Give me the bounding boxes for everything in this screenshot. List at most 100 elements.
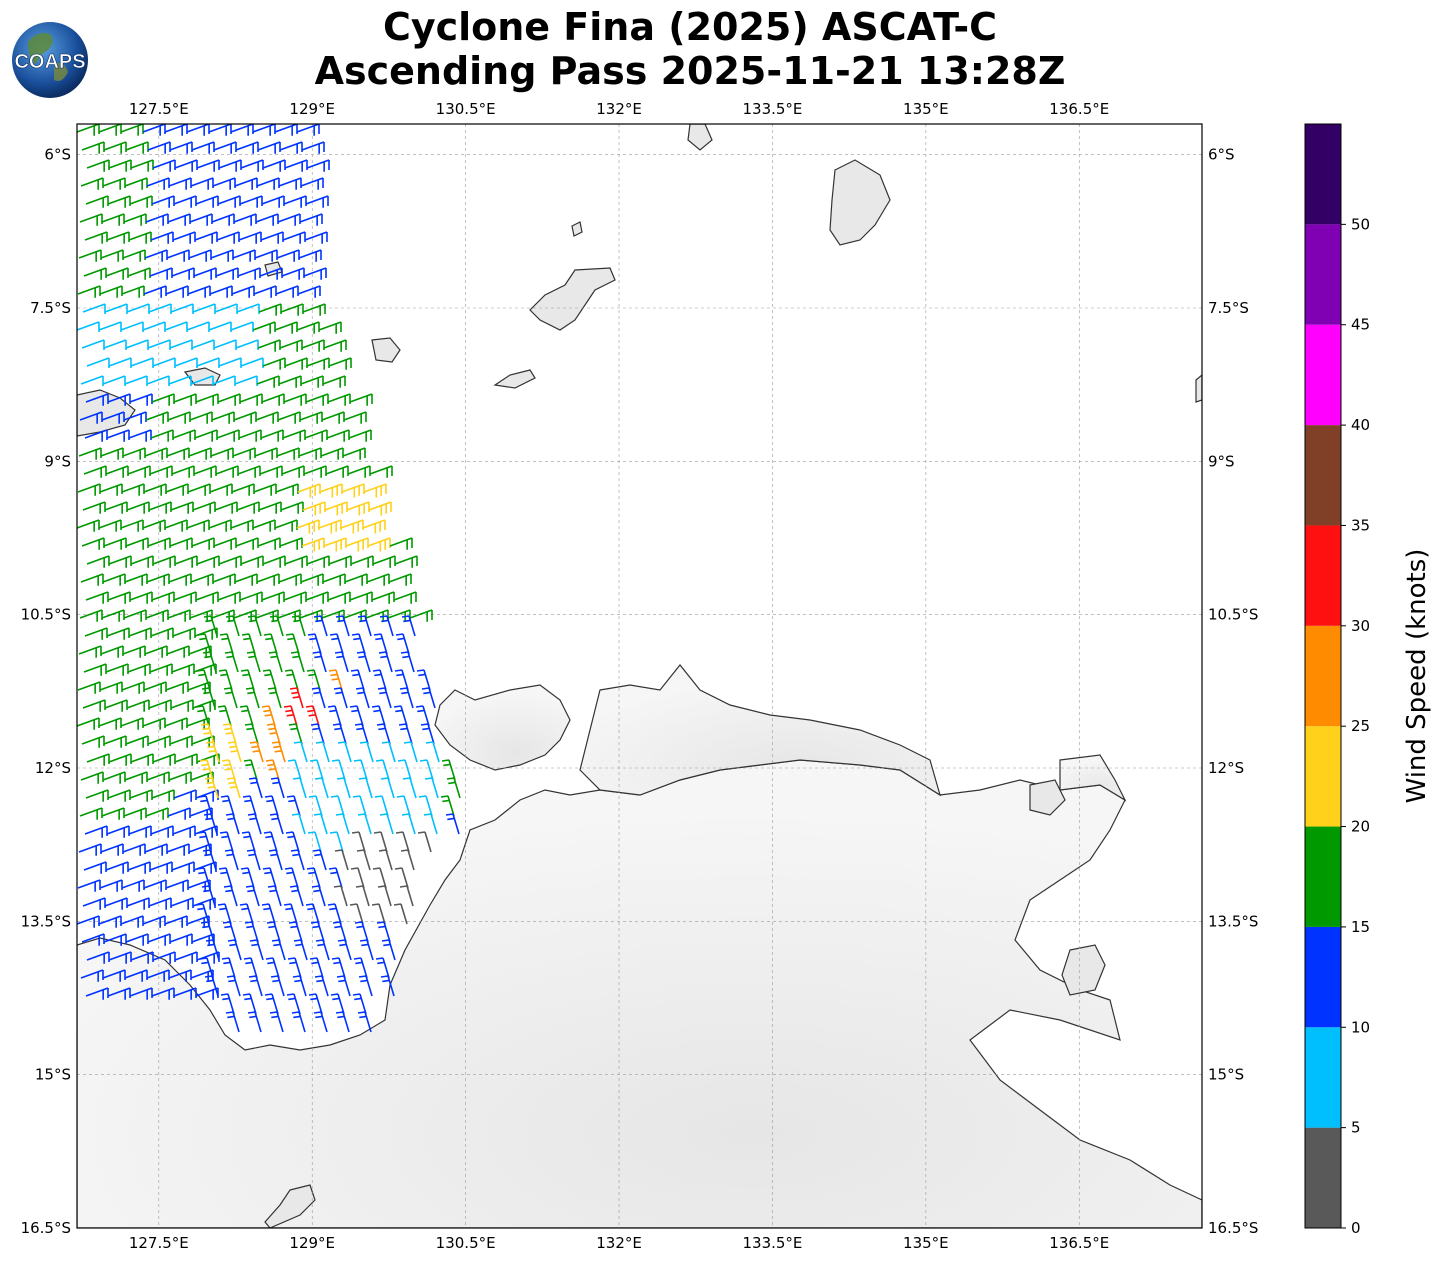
lat-tick-label: 6°S bbox=[44, 146, 71, 164]
wind-barb bbox=[100, 645, 124, 658]
wind-barb bbox=[123, 213, 147, 226]
yamdena-island bbox=[529, 267, 616, 331]
wind-barb bbox=[173, 195, 197, 208]
wind-barb bbox=[234, 375, 258, 386]
wind-barb bbox=[130, 555, 154, 568]
wind-barb bbox=[256, 375, 280, 388]
wind-barb bbox=[78, 645, 102, 658]
wind-barb bbox=[252, 519, 276, 532]
wind-barb bbox=[191, 339, 215, 350]
wind-barb bbox=[226, 975, 241, 997]
wind-barb bbox=[296, 124, 320, 136]
wind-barb bbox=[375, 957, 390, 979]
wind-barb bbox=[261, 393, 285, 406]
wind-barb bbox=[279, 537, 303, 550]
wind-barb bbox=[237, 267, 261, 280]
wind-barb bbox=[282, 231, 306, 244]
wind-barb bbox=[284, 867, 299, 889]
lon-labels-bottom: 127.5°E 129°E 130.5°E 132°E 133.5°E 135°E 136.… bbox=[129, 1234, 1109, 1252]
wind-barb bbox=[332, 921, 347, 943]
wind-barb bbox=[104, 897, 128, 910]
islet bbox=[1061, 944, 1106, 996]
wind-barb bbox=[108, 357, 132, 368]
wind-barb bbox=[104, 699, 128, 712]
wind-barb bbox=[151, 789, 175, 802]
wind-barb bbox=[83, 267, 107, 280]
wind-barb bbox=[400, 849, 415, 871]
wind-barb bbox=[171, 861, 195, 874]
wind-barb bbox=[366, 573, 390, 586]
wind-barb bbox=[150, 825, 174, 838]
wind-barb bbox=[172, 825, 196, 838]
wind-barb bbox=[212, 177, 236, 190]
wind-barb bbox=[215, 267, 239, 280]
wind-barb bbox=[441, 759, 456, 781]
wind-barb bbox=[369, 465, 393, 478]
wind-barb bbox=[349, 705, 364, 727]
wind-barb bbox=[327, 705, 342, 727]
wind-barb bbox=[171, 465, 195, 478]
wind-barb bbox=[388, 573, 412, 586]
wind-barb bbox=[367, 537, 391, 552]
wind-barb bbox=[380, 777, 395, 799]
wind-barb bbox=[304, 429, 328, 442]
wind-barb bbox=[98, 717, 122, 730]
wind-barb bbox=[143, 483, 167, 496]
wind-barb bbox=[77, 321, 100, 332]
wind-barb bbox=[223, 687, 238, 709]
wind-barb bbox=[77, 681, 101, 694]
wind-barb bbox=[225, 813, 240, 835]
wind-barb bbox=[283, 195, 307, 208]
wind-barb bbox=[174, 357, 198, 368]
colorbar-tick-label: 40 bbox=[1351, 416, 1370, 434]
wind-barb bbox=[269, 1011, 284, 1033]
wind-barb bbox=[152, 951, 176, 964]
wind-barb bbox=[218, 159, 242, 172]
wind-barb bbox=[99, 681, 123, 694]
wind-barb bbox=[80, 969, 104, 982]
wind-barb bbox=[174, 159, 198, 172]
wind-barb bbox=[359, 939, 374, 961]
wind-barb bbox=[262, 357, 286, 370]
wind-barb bbox=[240, 159, 264, 172]
wind-barb bbox=[324, 501, 348, 516]
wind-barb bbox=[328, 555, 352, 568]
wind-barb bbox=[381, 939, 396, 961]
wind-barb bbox=[255, 411, 279, 424]
wind-barb bbox=[323, 537, 347, 552]
lat-tick-label: 7.5°S bbox=[30, 299, 71, 317]
wind-barb bbox=[98, 124, 122, 136]
wind-barb bbox=[105, 861, 129, 874]
wind-barb bbox=[356, 651, 371, 673]
wind-barb bbox=[298, 447, 322, 460]
wind-barb bbox=[200, 921, 215, 943]
wind-barb bbox=[77, 285, 101, 298]
wind-barb bbox=[186, 321, 210, 332]
wind-barb bbox=[145, 609, 169, 622]
wind-barb bbox=[337, 741, 352, 763]
wind-barb bbox=[165, 483, 189, 496]
wind-barb bbox=[310, 723, 325, 745]
lon-tick-label: 130.5°E bbox=[436, 1234, 496, 1252]
wind-barb bbox=[301, 537, 325, 552]
wind-barb bbox=[319, 483, 343, 498]
wind-barb bbox=[309, 759, 324, 781]
wind-barb bbox=[403, 741, 418, 763]
wind-barb bbox=[81, 141, 105, 154]
wind-barb bbox=[234, 573, 258, 586]
wind-barb bbox=[260, 429, 284, 442]
wind-barb bbox=[213, 537, 237, 550]
wind-barb bbox=[269, 615, 284, 637]
colorbar-tick-label: 20 bbox=[1351, 818, 1370, 836]
wind-barb bbox=[264, 993, 279, 1015]
lon-tick-label: 130.5°E bbox=[436, 100, 496, 118]
lat-tick-label: 16.5°S bbox=[1208, 1219, 1258, 1237]
wind-barb bbox=[274, 321, 298, 334]
wind-barb bbox=[322, 375, 346, 388]
wind-barb bbox=[186, 519, 210, 532]
wind-barb bbox=[299, 213, 323, 226]
wind-barb bbox=[208, 321, 232, 332]
wind-barb bbox=[335, 813, 350, 835]
wind-barb bbox=[230, 321, 254, 332]
wind-barb bbox=[149, 861, 173, 874]
